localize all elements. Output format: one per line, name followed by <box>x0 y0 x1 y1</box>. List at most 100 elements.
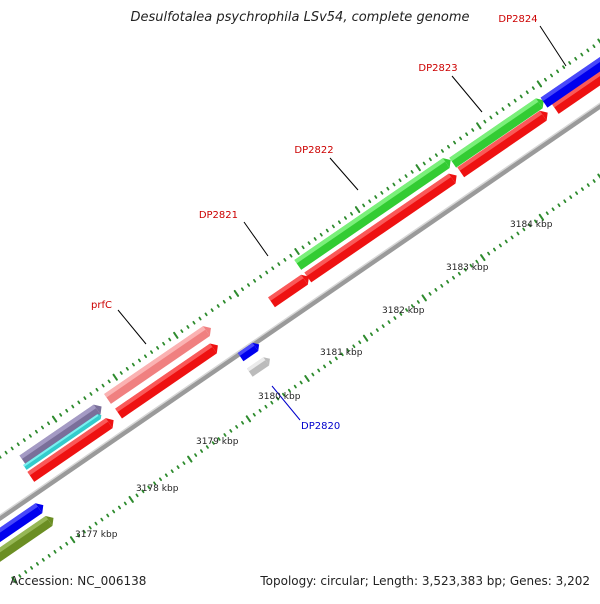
outer-scale-tick <box>501 107 505 111</box>
gene-blue-left-body <box>0 503 43 553</box>
outer-scale-tick <box>289 253 293 258</box>
cds-red-DP2822-arrow <box>448 173 457 184</box>
outer-scale-tick <box>337 220 341 224</box>
outer-scale-tick <box>319 232 323 237</box>
gene-green-DP2822-body <box>294 158 450 270</box>
gene-purple-1-arrow <box>93 404 102 415</box>
gene-gray-DP2820-arrow <box>263 357 270 366</box>
inner-scale-tick <box>545 211 549 216</box>
inner-scale-tick <box>480 254 486 262</box>
inner-scale-tick <box>241 421 245 425</box>
leader-prfC <box>117 309 147 345</box>
outer-scale-tick <box>59 413 63 417</box>
cds-red-DP2824 <box>551 70 600 114</box>
gene-blue-left-arrow <box>35 503 44 514</box>
outer-scale-tick <box>89 392 93 396</box>
inner-scale-tick <box>112 509 116 514</box>
outer-scale-tick <box>398 178 402 183</box>
inner-scale-tick <box>557 203 561 208</box>
gene-blue-DP2824-body <box>540 52 600 108</box>
cds-red-DP2821 <box>268 274 309 308</box>
gene-olive-left-arrow <box>45 516 54 526</box>
outer-scale-tick <box>415 164 421 172</box>
outer-scale-tick <box>459 136 463 141</box>
gene-blue-left <box>0 503 44 553</box>
inner-scale-tick <box>235 425 239 429</box>
outer-scale-tick <box>453 140 457 145</box>
inner-scale-tick <box>421 294 427 302</box>
cds-red-DP2821-shine <box>268 274 304 301</box>
outer-scale-tick <box>125 367 129 371</box>
inner-scale-tick <box>434 288 438 292</box>
inner-scale-tick <box>270 400 274 405</box>
gene-cyan-1-shine <box>23 414 99 467</box>
outer-scale-tick <box>47 421 51 426</box>
gene-purple-1-shine <box>19 404 97 459</box>
inner-scale-tick <box>147 485 151 490</box>
outer-scale-tick <box>271 266 275 271</box>
inner-scale-tick <box>323 364 327 369</box>
inner-scale-tick <box>282 392 286 397</box>
cds-red-prfC <box>115 343 218 419</box>
inner-scale-tick <box>59 545 63 550</box>
outer-scale-tick <box>495 111 499 116</box>
outer-scale-tick <box>77 400 81 405</box>
gene-blue-DP2820-shine <box>237 342 255 356</box>
scale-label-3181: 3181 kbp <box>320 348 363 358</box>
scale-label-3182: 3182 kbp <box>382 306 425 316</box>
outer-scale-tick <box>580 52 584 57</box>
inner-scale-tick <box>469 263 473 268</box>
outer-scale-tick <box>10 446 14 451</box>
outer-scale-tick <box>476 122 482 130</box>
outer-scale-tick <box>597 38 600 44</box>
inner-scale-tick <box>498 243 502 248</box>
outer-scale-tick <box>107 379 111 384</box>
inner-scale-tick <box>82 529 86 534</box>
gene-blue-DP2820-body <box>237 342 259 362</box>
outer-scale-tick <box>4 450 8 455</box>
inner-scale-tick <box>141 489 145 494</box>
inner-scale-tick <box>170 469 174 473</box>
outer-scale-tick <box>434 153 438 157</box>
gene-olive-left-body <box>0 516 53 574</box>
inner-scale-tick <box>504 239 508 244</box>
inner-scale-tick <box>399 312 403 316</box>
cds-red-DP2823-body <box>457 110 547 178</box>
leader-DP2820 <box>271 385 301 421</box>
outer-scale-tick <box>562 65 566 69</box>
gene-green-DP2823-arrow <box>535 98 544 109</box>
scale-label-3178: 3178 kbp <box>136 484 179 494</box>
inner-scale-tick <box>410 304 415 308</box>
outer-scale-tick <box>168 337 172 342</box>
inner-scale-tick <box>164 473 168 478</box>
accession-label: Accession: NC_006138 <box>10 574 147 588</box>
inner-scale-tick <box>258 408 262 413</box>
inner-scale-tick <box>41 558 45 562</box>
inner-scale-tick <box>35 562 39 566</box>
outer-scale-tick <box>34 429 38 434</box>
inner-scale-tick <box>575 191 579 195</box>
outer-scale-tick <box>410 170 414 174</box>
gene-olive-left <box>0 516 54 574</box>
inner-scale-tick <box>245 415 252 423</box>
gene-green-DP2823 <box>449 98 544 168</box>
outer-scale-tick <box>233 289 240 297</box>
outer-scale-tick <box>568 61 572 65</box>
inner-scale-tick <box>369 332 373 336</box>
inner-scale-tick <box>451 275 456 280</box>
gene-purple-1 <box>19 404 102 466</box>
gene-gray-DP2820 <box>246 357 270 377</box>
outer-scale-tick <box>180 329 184 333</box>
outer-scale-tick <box>313 237 317 241</box>
scale-ticks <box>0 38 600 584</box>
leader-DP2821 <box>243 221 269 257</box>
gene-pink-prfC-arrow <box>203 326 211 337</box>
outer-scale-tick <box>325 228 329 233</box>
outer-scale-tick <box>556 69 560 74</box>
inner-scale-tick <box>194 453 198 457</box>
inner-scale-tick <box>551 207 555 212</box>
gene-blue-DP2820-arrow <box>252 342 260 352</box>
inner-scale-tick <box>446 279 450 284</box>
inner-scale-tick <box>328 360 332 365</box>
